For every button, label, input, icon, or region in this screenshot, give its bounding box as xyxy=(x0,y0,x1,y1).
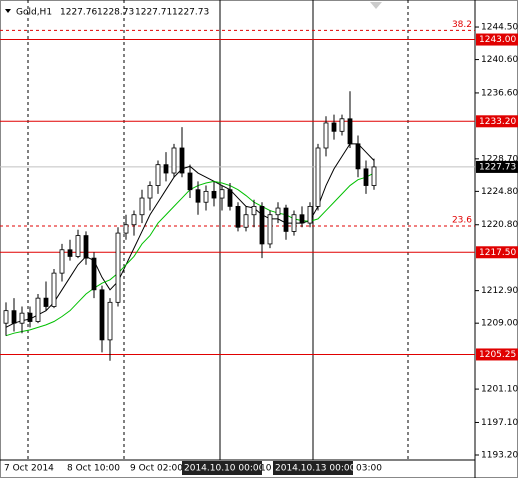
candle-body xyxy=(11,310,17,324)
y-tick-label: 1212.90 xyxy=(481,286,518,296)
current-price-bg xyxy=(476,160,518,173)
x-tick-label: 9 Oct 02:00 xyxy=(130,464,183,474)
x-tick-label: 2014.10.10 00:00 xyxy=(184,464,265,474)
x-tick-label: 10 xyxy=(260,464,272,474)
candle-body xyxy=(251,205,257,216)
candle-body xyxy=(99,289,105,341)
candle-body xyxy=(371,166,377,186)
x-tick-label: 7 Oct 2014 xyxy=(4,464,54,474)
candle-body xyxy=(67,249,73,257)
current-price-label: 1227.73 xyxy=(479,162,516,172)
y-tick-label: 1193.20 xyxy=(481,450,518,460)
candle-body xyxy=(27,312,33,322)
level-label-bg xyxy=(476,115,518,128)
candle-body xyxy=(243,214,249,228)
candle-body xyxy=(75,235,81,257)
candle-body xyxy=(203,190,209,203)
candle-body xyxy=(307,205,313,224)
header-ohlc: 1227.76 xyxy=(60,8,97,18)
candle-body xyxy=(323,122,329,149)
candle-body xyxy=(3,310,9,324)
candle-body xyxy=(339,118,345,132)
candle-body xyxy=(123,224,129,234)
y-tick-label: 1244.50 xyxy=(481,23,518,33)
candle-body xyxy=(195,189,201,203)
candle-body xyxy=(163,164,169,174)
x-label-bg xyxy=(182,461,262,475)
y-tick-label: 1201.10 xyxy=(481,385,518,395)
candle-body xyxy=(187,172,193,191)
candle-body xyxy=(267,214,273,245)
candle-body xyxy=(43,297,49,307)
menu-triangle[interactable] xyxy=(5,9,11,13)
level-label-bg xyxy=(476,246,518,259)
candle-body xyxy=(283,207,289,232)
candle-body xyxy=(235,205,241,228)
x-tick-label: 8 Oct 10:00 xyxy=(67,464,120,474)
candle-body xyxy=(131,214,137,226)
y-tick-label: 1197.10 xyxy=(481,418,518,428)
candle-body xyxy=(51,272,57,307)
symbol: Gold,H1 xyxy=(16,8,52,18)
y-tick-label: 1224.80 xyxy=(481,187,518,197)
candle-body xyxy=(291,214,297,232)
candle-body xyxy=(115,232,121,303)
candle-body xyxy=(147,185,153,199)
header-ohlc: 1227.73 xyxy=(172,8,209,18)
candle-body xyxy=(219,189,225,199)
candle-body xyxy=(139,197,145,216)
candle-body xyxy=(107,301,113,341)
candle-body xyxy=(83,235,89,259)
level-label: 1243.00 xyxy=(479,35,516,45)
x-tick-label: 2014.10.13 00:00 xyxy=(275,464,356,474)
level-label: 1205.25 xyxy=(479,350,516,360)
candle-body xyxy=(315,147,321,207)
x-tick-label: 03:00 xyxy=(356,464,382,474)
candle-body xyxy=(179,147,185,174)
level-label: 1233.20 xyxy=(479,117,516,127)
candle-body xyxy=(331,122,337,132)
header-ohlc: 1228.73 xyxy=(97,8,134,18)
candle-body xyxy=(35,297,41,322)
candle-body xyxy=(275,207,281,216)
candle-body xyxy=(347,118,353,145)
shift-marker xyxy=(370,2,382,9)
candle-body xyxy=(299,214,305,224)
candle-body xyxy=(91,257,97,291)
y-tick-label: 1236.60 xyxy=(481,88,518,98)
candle-body xyxy=(355,143,361,170)
y-tick-label: 1228.70 xyxy=(481,154,518,164)
candle-body xyxy=(155,164,161,186)
y-tick-label: 1209.00 xyxy=(481,319,518,329)
candle-body xyxy=(211,190,217,199)
y-tick-label: 1220.80 xyxy=(481,220,518,230)
fib-label: 23.6 xyxy=(452,215,472,225)
candle-body xyxy=(19,312,25,324)
x-label-bg xyxy=(273,461,353,475)
candle-body xyxy=(171,147,177,174)
level-label-bg xyxy=(476,33,518,46)
candle-body xyxy=(363,168,369,186)
level-label: 1217.50 xyxy=(479,248,516,258)
y-tick-label: 1240.60 xyxy=(481,55,518,65)
level-label-bg xyxy=(476,348,518,361)
candle-body xyxy=(259,205,265,245)
candle-body xyxy=(227,189,233,207)
fib-label: 38.2 xyxy=(452,20,472,30)
header-ohlc: 1227.71 xyxy=(135,8,172,18)
candle-body xyxy=(59,249,65,274)
